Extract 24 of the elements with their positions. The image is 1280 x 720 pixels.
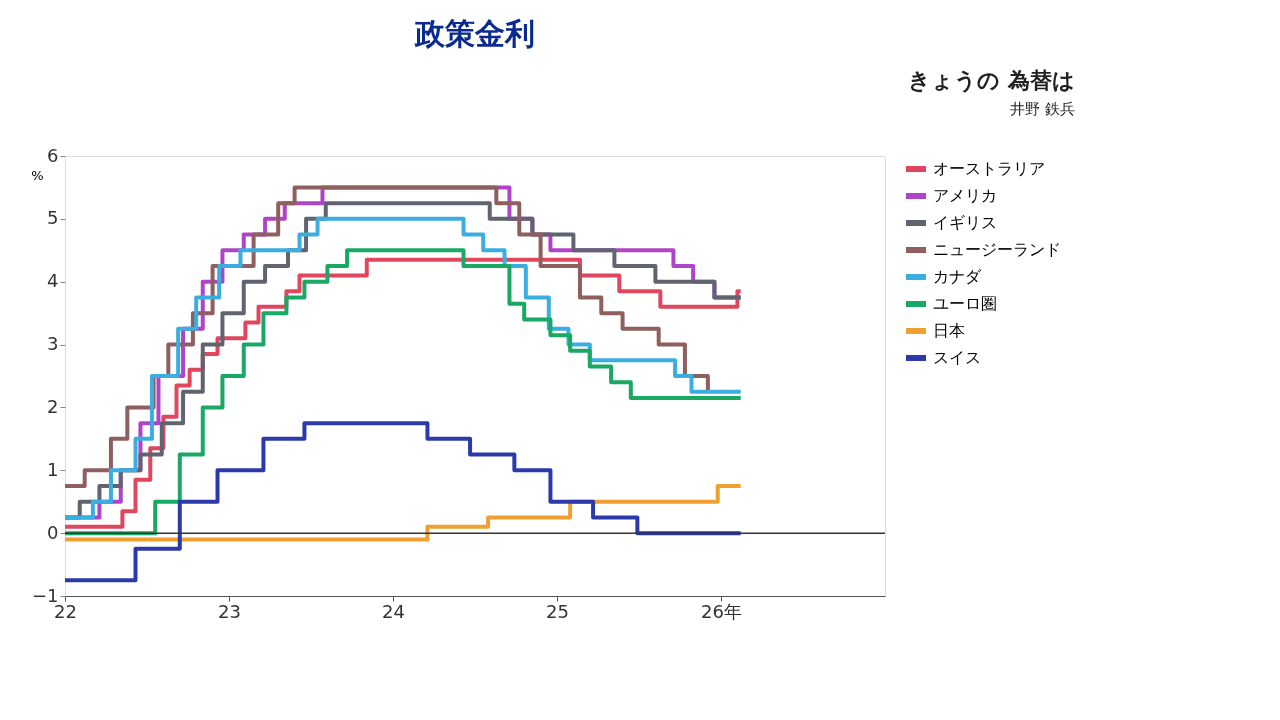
x-tick-label: 25	[546, 600, 569, 622]
y-tick-label: 3	[47, 333, 59, 355]
y-tick-label: 0	[47, 521, 59, 543]
y-tick-label: 6	[47, 144, 59, 166]
y-tick-label: 4	[47, 270, 59, 292]
y-tick-label: −1	[31, 584, 59, 606]
legend-label: アメリカ	[933, 186, 997, 205]
legend-label: カナダ	[933, 267, 982, 286]
text: 井野 鉄兵	[1010, 100, 1075, 118]
legend-label: イギリス	[933, 213, 997, 232]
legend-label: オーストラリア	[933, 159, 1045, 178]
y-tick-label: 5	[47, 207, 59, 229]
y-tick-label: 1	[47, 458, 59, 480]
legend-label: ユーロ圏	[933, 294, 997, 313]
y-tick-label: 2	[47, 395, 59, 417]
y-axis-title: %	[31, 167, 44, 183]
legend-label: スイス	[933, 348, 981, 367]
text: きょうの 為替は	[908, 68, 1075, 93]
legend-label: ニュージーランド	[933, 240, 1061, 259]
x-tick-label: 23	[218, 600, 241, 622]
chart-title: 政策金利	[414, 16, 535, 51]
x-tick-label: 26年	[701, 600, 742, 622]
legend-label: 日本	[933, 321, 965, 340]
x-tick-label: 24	[382, 600, 405, 622]
